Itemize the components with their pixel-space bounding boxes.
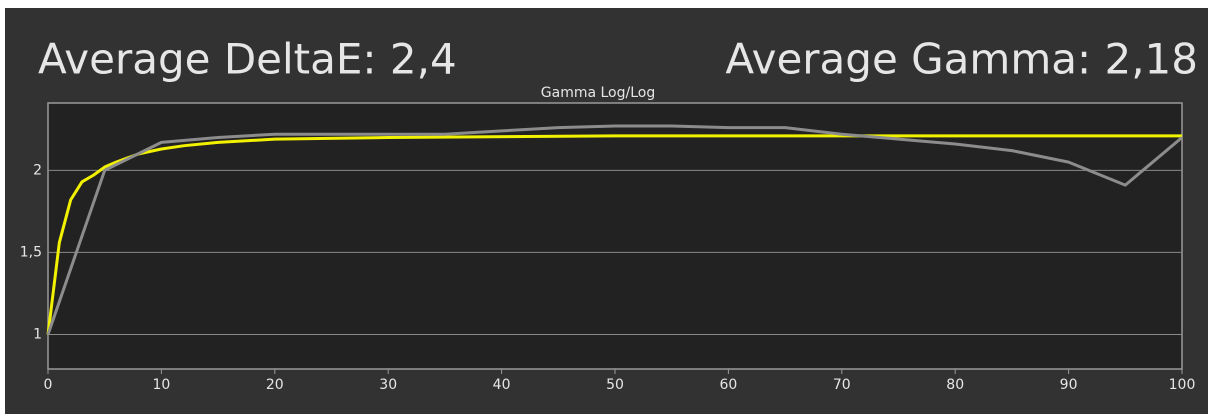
x-tick-label: 50: [606, 377, 624, 393]
x-tick-label: 10: [152, 377, 170, 393]
chart-title: Average DeltaE: 2,4: [38, 35, 457, 84]
y-tick-label: 1,5: [20, 244, 42, 260]
x-tick-label: 60: [719, 377, 737, 393]
x-tick-label: 70: [833, 377, 851, 393]
x-tick-label: 100: [1169, 377, 1196, 393]
x-tick-label: 30: [379, 377, 397, 393]
x-tick-label: 40: [493, 377, 511, 393]
x-tick-label: 90: [1060, 377, 1078, 393]
x-tick-label: 0: [44, 377, 53, 393]
chart-title-right: Average Gamma: 2,18: [725, 35, 1198, 84]
y-tick-label: 1: [33, 327, 42, 343]
series-line: [46, 124, 1183, 336]
x-tick-label: 20: [266, 377, 284, 393]
x-tick-label: 80: [946, 377, 964, 393]
chart-subtitle: Gamma Log/Log: [541, 85, 655, 101]
y-tick-label: 2: [33, 162, 42, 178]
